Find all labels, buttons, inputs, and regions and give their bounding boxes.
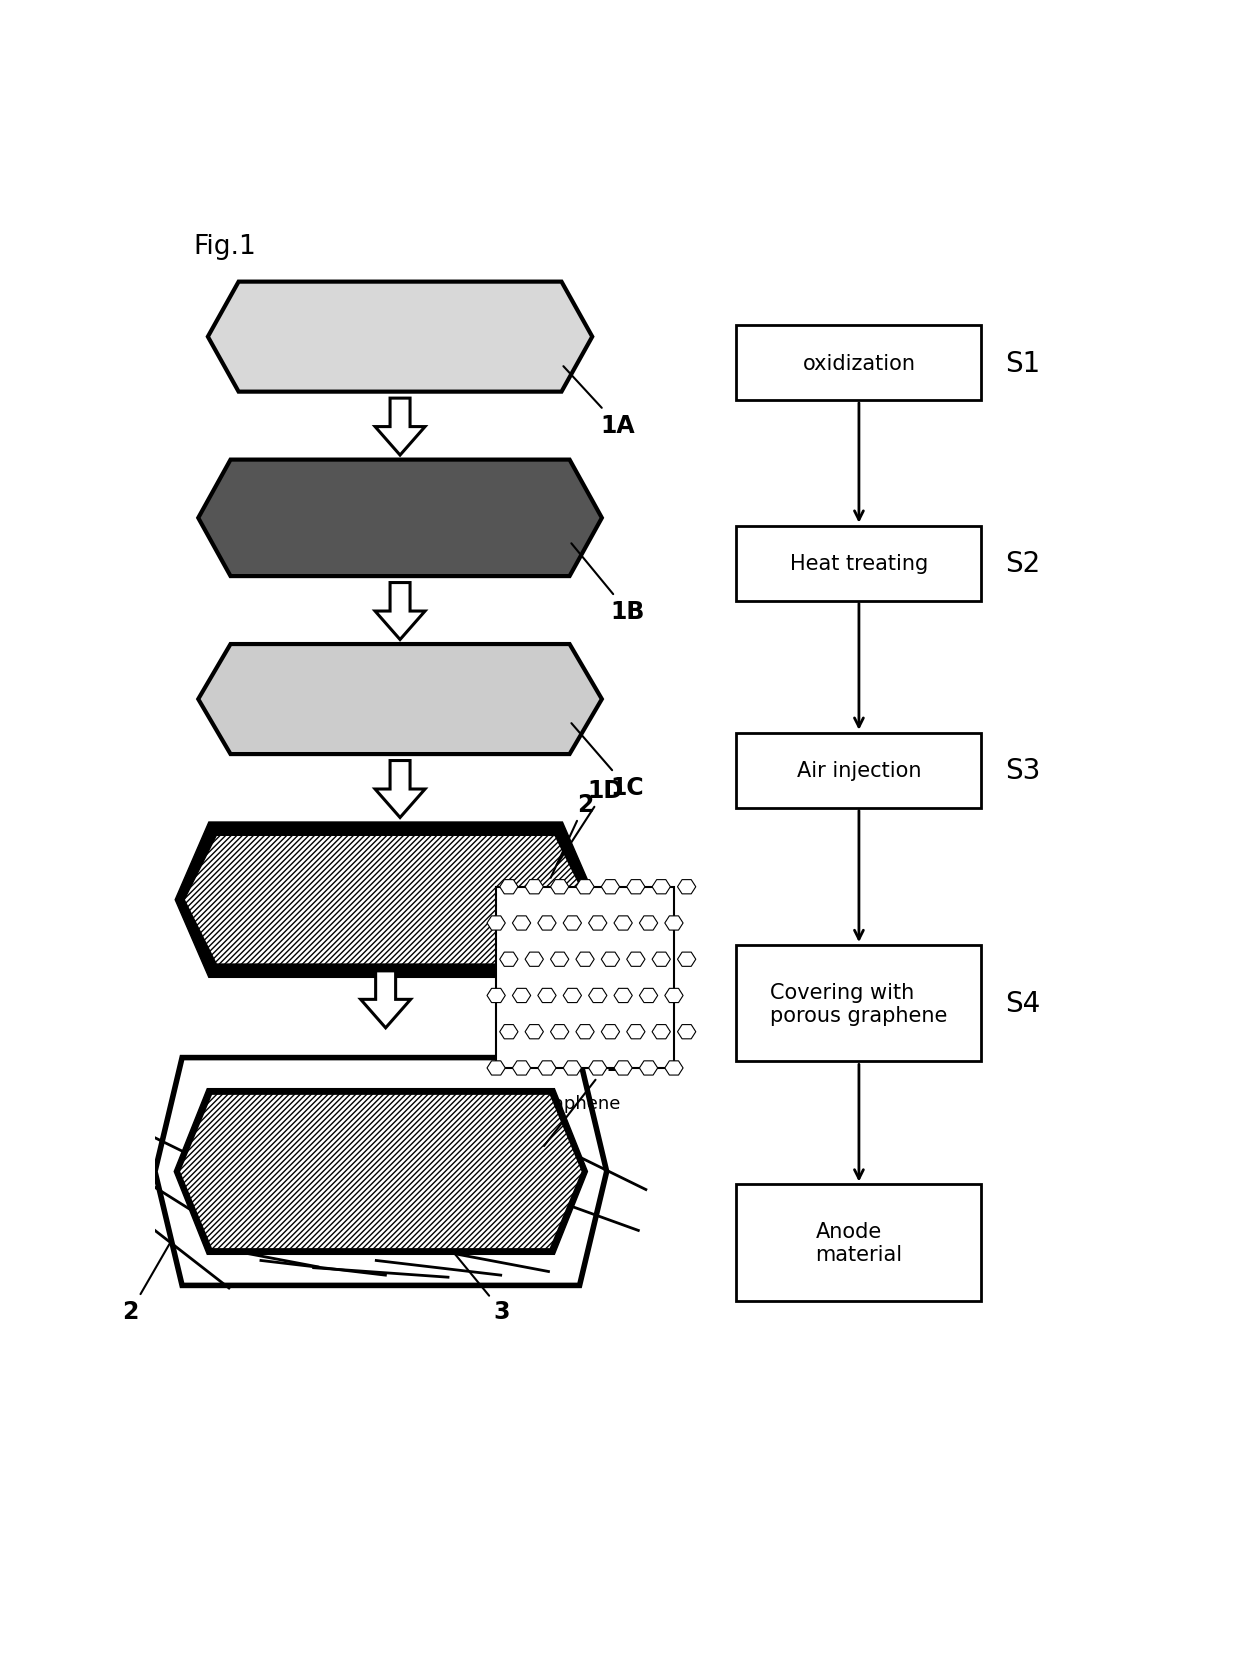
Polygon shape [487,1062,505,1075]
Text: Air injection: Air injection [796,761,921,781]
Text: Heat treating: Heat treating [790,554,928,575]
Text: 2: 2 [551,791,593,879]
Polygon shape [500,880,518,894]
Polygon shape [538,990,556,1003]
Polygon shape [626,1025,645,1040]
Polygon shape [525,953,543,966]
Polygon shape [198,645,601,754]
Polygon shape [374,398,425,455]
Polygon shape [614,990,632,1003]
Text: Covering with
porous graphene: Covering with porous graphene [770,983,947,1025]
Bar [496,887,675,1068]
Text: 1B: 1B [572,544,645,623]
Polygon shape [652,880,671,894]
Polygon shape [677,880,696,894]
Polygon shape [374,761,425,818]
Polygon shape [538,916,556,931]
Polygon shape [487,990,505,1003]
Text: oxidization: oxidization [802,353,915,373]
Text: S2: S2 [1006,549,1040,578]
Text: 1D: 1D [557,778,624,865]
Text: 1A: 1A [563,366,635,437]
Polygon shape [174,1089,588,1255]
Polygon shape [665,1062,683,1075]
Polygon shape [589,990,606,1003]
Polygon shape [665,916,683,931]
Polygon shape [575,1025,594,1040]
Polygon shape [487,916,505,931]
Text: 1C: 1C [572,724,644,800]
Polygon shape [677,1025,696,1040]
Polygon shape [626,953,645,966]
Bar [737,946,982,1062]
Polygon shape [512,1062,531,1075]
Text: Anode
material: Anode material [816,1221,903,1265]
Polygon shape [374,583,425,640]
Polygon shape [551,953,569,966]
Bar [737,326,982,402]
Polygon shape [626,880,645,894]
Text: 2: 2 [123,1245,170,1324]
Polygon shape [500,1025,518,1040]
Polygon shape [525,880,543,894]
Polygon shape [640,1062,657,1075]
Bar [737,526,982,601]
Text: 3: 3 [455,1255,510,1324]
Polygon shape [601,1025,620,1040]
Text: Porous graphene: Porous graphene [469,1094,621,1112]
Text: Fig.1: Fig.1 [193,234,257,260]
Polygon shape [500,953,518,966]
Polygon shape [640,990,657,1003]
Polygon shape [563,990,582,1003]
Polygon shape [525,1025,543,1040]
Polygon shape [179,1094,583,1250]
Polygon shape [640,916,657,931]
Polygon shape [677,953,696,966]
Text: S1: S1 [1006,349,1040,378]
Polygon shape [563,1062,582,1075]
Polygon shape [512,990,531,1003]
Polygon shape [198,460,601,576]
Text: S4: S4 [1006,990,1040,1018]
Bar [737,1184,982,1300]
Polygon shape [614,1062,632,1075]
Polygon shape [614,916,632,931]
Polygon shape [575,953,594,966]
Polygon shape [208,282,593,393]
Polygon shape [665,990,683,1003]
Polygon shape [538,1062,556,1075]
Text: S3: S3 [1006,756,1040,785]
Polygon shape [563,916,582,931]
Polygon shape [575,880,594,894]
Polygon shape [589,916,606,931]
Polygon shape [551,880,569,894]
Polygon shape [175,823,596,978]
Polygon shape [601,880,620,894]
Polygon shape [589,1062,606,1075]
Polygon shape [361,971,410,1028]
Polygon shape [512,916,531,931]
Polygon shape [184,835,588,964]
Polygon shape [551,1025,569,1040]
Text: 1D: 1D [544,1052,626,1146]
Polygon shape [652,953,671,966]
Polygon shape [601,953,620,966]
Bar [737,732,982,808]
Polygon shape [652,1025,671,1040]
